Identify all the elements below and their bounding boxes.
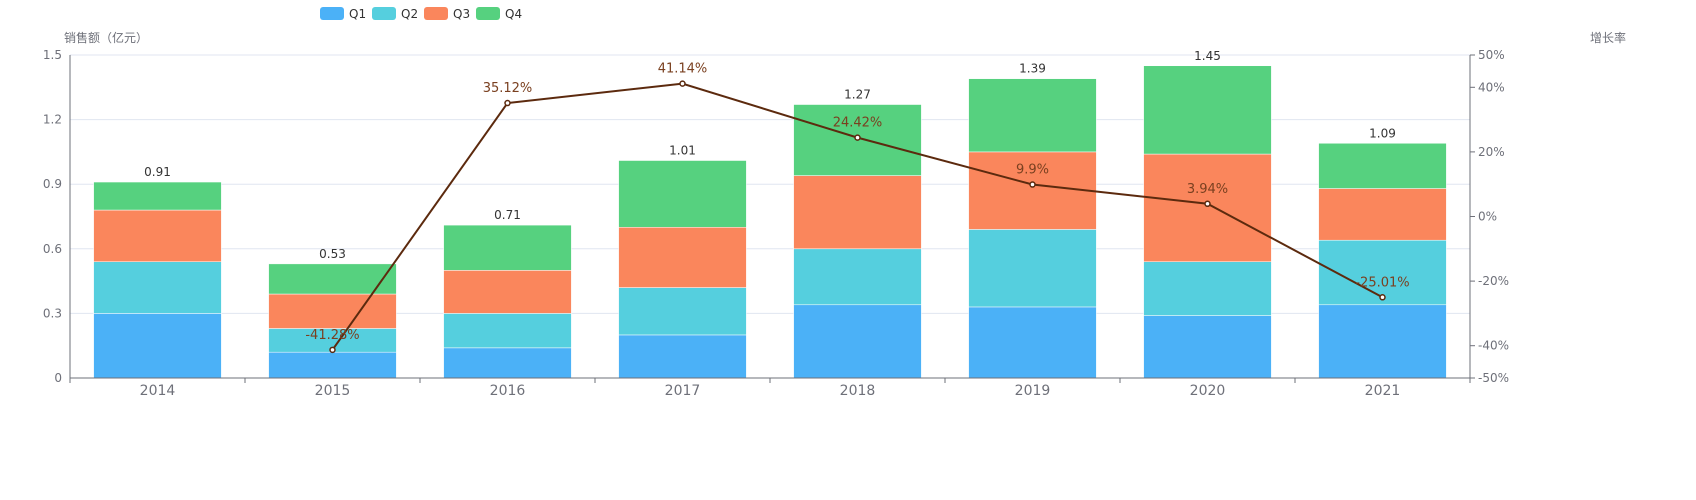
growth-rate-point bbox=[1204, 200, 1211, 208]
y-left-tick-label: 0.9 bbox=[43, 177, 62, 191]
legend-item-q3[interactable]: Q3 bbox=[424, 7, 470, 21]
y-right-tick-label: -40% bbox=[1478, 339, 1509, 353]
bar-q4-2019 bbox=[968, 78, 1097, 153]
y-right-tick-label: 50% bbox=[1478, 48, 1505, 62]
y-right-tick-label: 40% bbox=[1478, 80, 1505, 94]
bar-q2-2019 bbox=[968, 229, 1097, 308]
bar-q4-2017 bbox=[618, 160, 747, 228]
bar-q3-2016 bbox=[443, 270, 572, 314]
growth-rate-label: -25.01% bbox=[1355, 275, 1409, 290]
data-labels: 0.91 0.53 0.71 1.01 1.27 1.39 1.45 1.09 -41.28% 3… bbox=[144, 49, 1409, 343]
y-left-tick-label: 0 bbox=[54, 371, 62, 385]
growth-rate-label: 35.12% bbox=[483, 81, 533, 96]
growth-rate-label: 3.94% bbox=[1187, 182, 1228, 197]
bar-q1-2020 bbox=[1143, 315, 1272, 379]
y-right-tick-label: -20% bbox=[1478, 274, 1509, 288]
bar-q2-2016 bbox=[443, 313, 572, 349]
y-left-tick-label: 0.6 bbox=[43, 242, 62, 256]
y-right-tick-label: -50% bbox=[1478, 371, 1509, 385]
bar-q4-2015 bbox=[268, 263, 397, 295]
bar-q3-2018 bbox=[793, 175, 922, 250]
bar-total-label: 1.09 bbox=[1369, 126, 1396, 140]
bar-q1-2015 bbox=[268, 351, 397, 379]
y-left-tick-label: 1.5 bbox=[43, 48, 62, 62]
y-left-tick-label: 1.2 bbox=[43, 113, 62, 127]
legend-swatch-q3 bbox=[424, 7, 448, 20]
growth-rate-line bbox=[329, 80, 1386, 354]
bar-q1-2017 bbox=[618, 334, 747, 379]
legend-label-q2: Q2 bbox=[401, 7, 418, 21]
bar-q4-2020 bbox=[1143, 65, 1272, 155]
x-tick-label: 2019 bbox=[1015, 383, 1051, 399]
y-left-tick-label: 0.3 bbox=[43, 306, 62, 320]
legend-item-q4[interactable]: Q4 bbox=[476, 7, 522, 21]
bar-q2-2021 bbox=[1318, 239, 1447, 306]
bar-q1-2018 bbox=[793, 304, 922, 379]
y-right-axis-title: 增长率 bbox=[1590, 30, 1626, 45]
x-tick-label: 2020 bbox=[1190, 383, 1226, 399]
bar-total-label: 1.01 bbox=[669, 144, 696, 158]
bar-q2-2018 bbox=[793, 248, 922, 306]
bar-total-label: 1.45 bbox=[1194, 49, 1221, 63]
growth-rate-label: 24.42% bbox=[833, 116, 883, 131]
bar-q1-2016 bbox=[443, 347, 572, 379]
bar-q2-2017 bbox=[618, 287, 747, 336]
legend[interactable]: Q1 Q2 Q3 Q4 bbox=[320, 7, 522, 21]
growth-rate-point bbox=[679, 80, 686, 87]
bar-q4-2016 bbox=[443, 224, 572, 271]
growth-rate-point bbox=[329, 346, 336, 354]
bar-total-label: 1.39 bbox=[1019, 62, 1046, 76]
growth-rate-point bbox=[1379, 294, 1386, 301]
growth-rate-point bbox=[854, 134, 861, 141]
bar-q1-2019 bbox=[968, 306, 1097, 379]
bar-q4-2021 bbox=[1318, 143, 1447, 189]
bar-q3-2015 bbox=[268, 293, 397, 329]
bar-total-label: 0.91 bbox=[144, 165, 171, 179]
bar-q3-2021 bbox=[1318, 188, 1447, 241]
x-tick-label: 2018 bbox=[840, 383, 876, 399]
bar-q1-2021 bbox=[1318, 304, 1447, 379]
bar-q3-2017 bbox=[618, 227, 747, 288]
x-tick-label: 2017 bbox=[665, 383, 701, 399]
bar-q1-2014 bbox=[93, 313, 222, 379]
legend-swatch-q2 bbox=[372, 7, 396, 20]
bar-q3-2014 bbox=[93, 209, 222, 262]
growth-rate-label: 41.14% bbox=[658, 62, 708, 77]
bar-q4-2014 bbox=[93, 181, 222, 211]
x-tick-label: 2015 bbox=[315, 383, 351, 399]
stacked-bars bbox=[93, 65, 1447, 379]
bar-total-label: 0.53 bbox=[319, 247, 346, 261]
x-tick-label: 2021 bbox=[1365, 383, 1401, 399]
x-tick-label: 2016 bbox=[490, 383, 526, 399]
bar-total-label: 0.71 bbox=[494, 208, 521, 222]
x-tick-label: 2014 bbox=[140, 383, 176, 399]
growth-rate-label: -41.28% bbox=[305, 328, 359, 343]
growth-rate-label: 9.9% bbox=[1016, 163, 1049, 178]
bar-q3-2019 bbox=[968, 151, 1097, 230]
legend-item-q1[interactable]: Q1 bbox=[320, 7, 366, 21]
y-right-tick-label: 0% bbox=[1478, 210, 1497, 224]
axes: 销售额（亿元） 增长率 0 0.3 0.6 0.9 1.2 1.5 -50% -40% -20%… bbox=[43, 30, 1626, 399]
bar-q2-2014 bbox=[93, 261, 222, 314]
y-right-tick-label: 20% bbox=[1478, 145, 1505, 159]
bar-q3-2020 bbox=[1143, 153, 1272, 262]
legend-swatch-q4 bbox=[476, 7, 500, 20]
bar-total-label: 1.27 bbox=[844, 88, 871, 102]
bar-q2-2020 bbox=[1143, 261, 1272, 316]
legend-label-q3: Q3 bbox=[453, 7, 470, 21]
growth-rate-point bbox=[504, 99, 511, 107]
growth-rate-point bbox=[1029, 181, 1036, 188]
y-left-axis-title: 销售额（亿元） bbox=[64, 30, 148, 45]
legend-label-q4: Q4 bbox=[505, 7, 522, 21]
legend-item-q2[interactable]: Q2 bbox=[372, 7, 418, 21]
legend-label-q1: Q1 bbox=[349, 7, 366, 21]
legend-swatch-q1 bbox=[320, 7, 344, 20]
